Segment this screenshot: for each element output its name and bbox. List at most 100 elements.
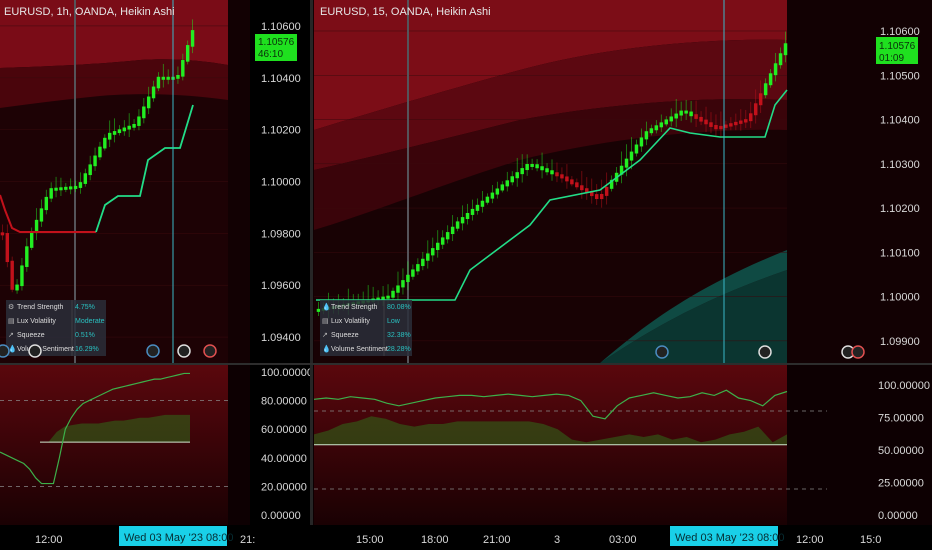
candle-body xyxy=(176,74,180,79)
candle-body xyxy=(185,45,190,62)
candle-body xyxy=(151,86,156,99)
price-tick-label: 1.10400 xyxy=(261,73,301,85)
event-icon[interactable] xyxy=(177,344,191,358)
candle-body xyxy=(470,208,475,215)
svg-text:4.75%: 4.75% xyxy=(75,304,95,311)
osc-area xyxy=(40,414,190,443)
price-tick-label: 1.09400 xyxy=(261,332,301,344)
event-icon[interactable] xyxy=(758,345,772,359)
price-tick-label: 1.10200 xyxy=(880,203,920,215)
trailing-stop-bull xyxy=(95,104,194,233)
event-icon[interactable] xyxy=(655,345,669,359)
candle-body xyxy=(127,125,131,130)
right-osc-axis: 100.00000 75.00000 50.00000 25.00000 0.00000 xyxy=(878,380,930,522)
svg-text:Volume Sentiment: Volume Sentiment xyxy=(331,346,388,353)
left-panel: 1.10600 1.10400 1.10200 1.10000 1.09800 1.096… xyxy=(0,0,313,550)
candle-body xyxy=(619,165,624,175)
event-icon[interactable] xyxy=(851,345,865,359)
price-tick-label: 1.10000 xyxy=(880,292,920,304)
svg-text:1.10576: 1.10576 xyxy=(258,37,295,48)
candle-body xyxy=(490,192,495,199)
event-icon[interactable] xyxy=(146,344,160,358)
time-tick-label: 12:00 xyxy=(35,534,63,546)
osc-tick-label: 75.00000 xyxy=(878,413,924,425)
svg-text:Trend Strength: Trend Strength xyxy=(331,304,378,311)
panel-divider xyxy=(310,0,313,550)
candle-body xyxy=(654,125,659,131)
svg-text:Lux Volatility: Lux Volatility xyxy=(17,318,56,325)
time-tick-label: 03:00 xyxy=(609,534,637,546)
time-tick-label: 12:00 xyxy=(796,534,824,546)
left-table-row-3: 💧 Volume Sentiment 16.29% xyxy=(8,344,99,353)
time-axis[interactable]: 12:0021:15:0018:0021:00303:0006:0012:001… xyxy=(35,534,881,546)
left-price-badge[interactable]: 1.10576 46:10 xyxy=(255,34,297,61)
candle-body xyxy=(505,180,510,187)
right-cursor-label: Wed 03 May '23 08:00 xyxy=(670,526,785,546)
candle-body xyxy=(440,237,445,245)
candle-body xyxy=(604,186,609,196)
right-upper-band xyxy=(314,0,787,130)
candle-body xyxy=(431,248,435,256)
candle-body xyxy=(510,176,514,183)
svg-text:Wed 03 May '23 08:00: Wed 03 May '23 08:00 xyxy=(675,532,785,544)
left-price-axis[interactable]: 1.10600 1.10400 1.10200 1.10000 1.09800 1.096… xyxy=(261,21,301,344)
pane-separator[interactable] xyxy=(0,363,932,365)
osc-tick-label: 80.00000 xyxy=(261,396,307,408)
candle-body xyxy=(684,110,688,114)
right-oscillator xyxy=(313,389,827,490)
candle-body xyxy=(64,186,68,190)
candle-body xyxy=(590,191,594,197)
candle-body xyxy=(401,280,405,288)
price-tick-label: 1.09600 xyxy=(261,280,301,292)
osc-line xyxy=(0,372,190,485)
price-tick-label: 1.09900 xyxy=(880,336,920,348)
svg-text:46:10: 46:10 xyxy=(258,49,283,60)
price-tick-label: 1.10400 xyxy=(880,115,920,127)
right-price-axis[interactable]: 1.10600 1.10500 1.10400 1.10300 1.10200 1.101… xyxy=(880,26,920,348)
right-low-band xyxy=(314,99,787,230)
candle-body xyxy=(694,114,698,119)
candle-body xyxy=(34,219,39,234)
event-icon[interactable] xyxy=(203,344,217,358)
event-icon[interactable] xyxy=(0,344,10,358)
right-price-badge[interactable]: 1.10576 01:09 xyxy=(876,37,918,64)
candle-body xyxy=(659,122,664,128)
candle-body xyxy=(674,113,678,119)
left-event-icons[interactable] xyxy=(0,344,217,358)
right-event-icons[interactable] xyxy=(655,345,865,359)
candle-body xyxy=(495,188,500,195)
candle-body xyxy=(585,188,589,194)
left-table-row-0: ⚙ Trend Strength 4.75% xyxy=(8,303,95,311)
trailing-stop-bull xyxy=(316,89,788,301)
candle-body xyxy=(25,246,29,267)
candle-body xyxy=(190,30,195,47)
candle-body xyxy=(465,212,470,220)
candle-body xyxy=(59,187,63,191)
candle-body xyxy=(117,129,122,134)
candle-body xyxy=(132,123,136,128)
candle-body xyxy=(679,110,683,116)
osc-tick-label: 25.00000 xyxy=(878,478,924,490)
candle-body xyxy=(773,63,778,76)
candle-body xyxy=(724,124,728,128)
candle-body xyxy=(734,121,738,126)
event-icon[interactable] xyxy=(28,344,42,358)
candle-body xyxy=(396,285,400,293)
left-osc-axis: 100.00000 80.00000 60.00000 40.00000 20.0000… xyxy=(261,367,313,522)
candle-body xyxy=(644,131,649,140)
candle-body xyxy=(10,260,14,290)
candle-body xyxy=(669,116,673,122)
candle-body xyxy=(525,164,529,171)
candle-body xyxy=(5,233,10,263)
candle-body xyxy=(555,172,559,177)
time-tick-label: 15:00 xyxy=(356,534,384,546)
osc-tick-label: 50.00000 xyxy=(878,445,924,457)
candle-body xyxy=(137,116,141,126)
arrow-icon: ↗ xyxy=(322,332,328,339)
price-tick-label: 1.10600 xyxy=(880,26,920,38)
osc-tick-label: 60.00000 xyxy=(261,424,307,436)
svg-text:32.38%: 32.38% xyxy=(387,332,411,339)
left-table-row-1: ▤ Lux Volatility Moderate xyxy=(8,318,105,325)
candle-body xyxy=(445,232,450,240)
